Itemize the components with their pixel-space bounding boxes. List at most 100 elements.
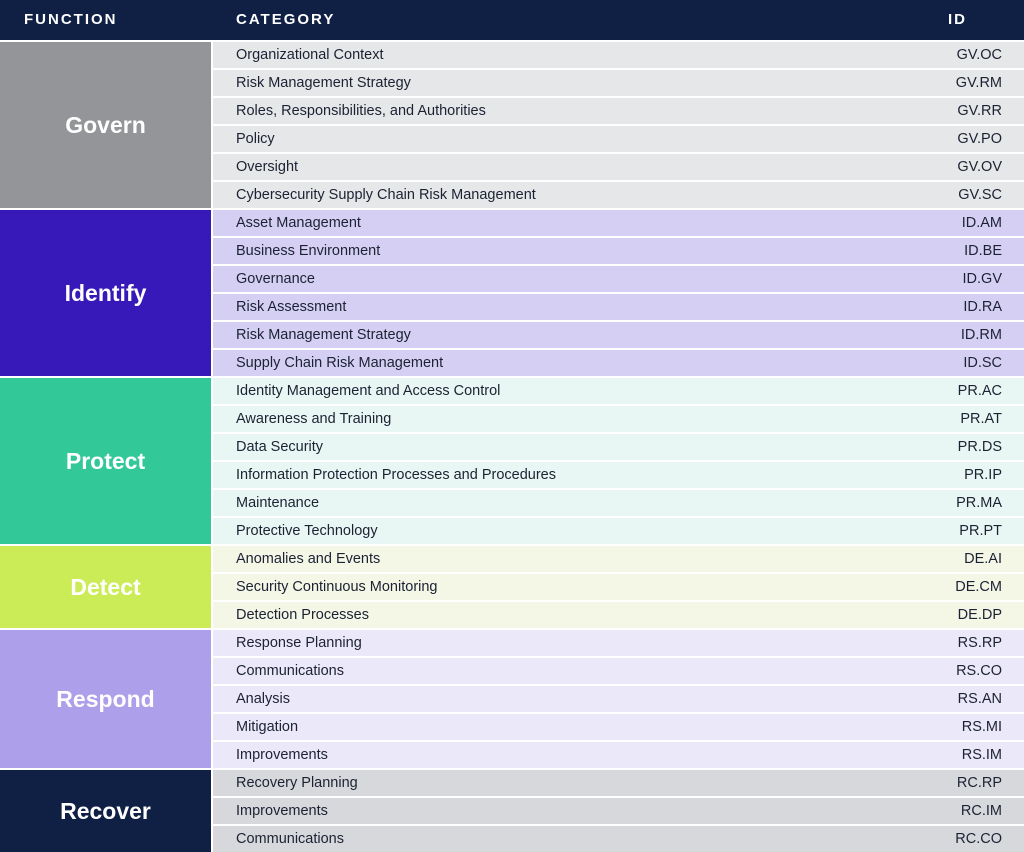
table-row: Communications RS.CO [213,658,1024,684]
function-label: Govern [0,42,211,208]
table-row: Maintenance PR.MA [213,490,1024,516]
function-label: Identify [0,210,211,376]
category-rows: Organizational Context GV.OC Risk Manageme… [213,42,1024,208]
table-row: Protective Technology PR.PT [213,518,1024,544]
category-id: PR.IP [964,467,1002,483]
function-group-recover: Recover Recovery Planning RC.RP Improvement… [0,770,1024,852]
category-id: PR.PT [959,523,1002,539]
table-row: Oversight GV.OV [213,154,1024,180]
category-name: Identity Management and Access Control [236,383,501,399]
category-id: GV.OV [957,159,1002,175]
category-id: RS.RP [957,635,1002,651]
category-id: GV.RR [957,103,1002,119]
category-name: Risk Assessment [236,299,347,315]
category-id: ID.GV [962,271,1002,287]
category-id: PR.MA [956,495,1002,511]
category-id: ID.AM [961,215,1002,231]
table-row: Analysis RS.AN [213,686,1024,712]
table-row: Mitigation RS.MI [213,714,1024,740]
category-name: Analysis [236,691,290,707]
category-name: Recovery Planning [236,775,358,791]
function-label: Recover [0,770,211,852]
category-id: RC.CO [955,831,1002,847]
table-row: Supply Chain Risk Management ID.SC [213,350,1024,376]
table-row: Business Environment ID.BE [213,238,1024,264]
category-id: PR.DS [957,439,1002,455]
category-name: Improvements [236,803,328,819]
category-name: Awareness and Training [236,411,392,427]
category-rows: Recovery Planning RC.RP Improvements RC.IM C… [213,770,1024,852]
table-row: Asset Management ID.AM [213,210,1024,236]
category-rows: Asset Management ID.AM Business Environmen… [213,210,1024,376]
category-id: GV.PO [957,131,1002,147]
category-id: PR.AT [960,411,1002,427]
category-name: Information Protection Processes and Pro… [236,467,556,483]
category-id: DE.AI [964,551,1002,567]
table-row: Organizational Context GV.OC [213,42,1024,68]
category-id: GV.SC [958,187,1002,203]
category-name: Supply Chain Risk Management [236,355,444,371]
function-group-govern: Govern Organizational Context GV.OC Risk Ma… [0,42,1024,208]
category-id: ID.RM [960,327,1002,343]
header-function: FUNCTION [24,11,118,28]
table-row: Information Protection Processes and Pro… [213,462,1024,488]
category-name: Anomalies and Events [236,551,381,567]
category-name: Security Continuous Monitoring [236,579,438,595]
category-rows: Identity Management and Access Control PR… [213,378,1024,544]
table-row: Cybersecurity Supply Chain Risk Manageme… [213,182,1024,208]
category-name: Data Security [236,439,324,455]
category-name: Maintenance [236,495,320,511]
category-id: DE.CM [955,579,1002,595]
category-rows: Anomalies and Events DE.AI Security Contin… [213,546,1024,628]
function-label: Protect [0,378,211,544]
table-row: Communications RC.CO [213,826,1024,852]
table-row: Policy GV.PO [213,126,1024,152]
category-id: ID.BE [964,243,1002,259]
category-id: RC.IM [960,803,1002,819]
category-id: RS.CO [956,663,1002,679]
category-name: Governance [236,271,315,287]
category-name: Oversight [236,159,299,175]
category-id: RS.AN [957,691,1002,707]
table-row: Roles, Responsibilities, and Authorities… [213,98,1024,124]
function-group-respond: Respond Response Planning RS.RP Communicati… [0,630,1024,768]
table-row: Detection Processes DE.DP [213,602,1024,628]
category-name: Organizational Context [236,47,384,63]
category-id: RS.IM [961,747,1002,763]
category-name: Business Environment [236,243,381,259]
category-name: Mitigation [236,719,299,735]
table-row: Risk Management Strategy ID.RM [213,322,1024,348]
function-group-detect: Detect Anomalies and Events DE.AI Security … [0,546,1024,628]
category-name: Risk Management Strategy [236,75,411,91]
category-id: ID.SC [963,355,1002,371]
category-name: Improvements [236,747,328,763]
category-name: Roles, Responsibilities, and Authorities [236,103,486,119]
category-id: DE.DP [957,607,1002,623]
category-name: Cybersecurity Supply Chain Risk Manageme… [236,187,536,203]
category-id: PR.AC [957,383,1002,399]
table-row: Risk Management Strategy GV.RM [213,70,1024,96]
function-label: Respond [0,630,211,768]
category-name: Protective Technology [236,523,378,539]
category-id: GV.OC [956,47,1002,63]
table-row: Identity Management and Access Control PR… [213,378,1024,404]
category-rows: Response Planning RS.RP Communications RS.C… [213,630,1024,768]
function-label: Detect [0,546,211,628]
function-group-protect: Protect Identity Management and Access Co… [0,378,1024,544]
category-id: RC.RP [956,775,1002,791]
category-name: Communications [236,831,344,847]
category-id: RS.MI [961,719,1002,735]
category-name: Detection Processes [236,607,369,623]
table-row: Awareness and Training PR.AT [213,406,1024,432]
table-row: Anomalies and Events DE.AI [213,546,1024,572]
category-name: Response Planning [236,635,362,651]
table-row: Data Security PR.DS [213,434,1024,460]
table-header: FUNCTION CATEGORY ID [0,0,1024,40]
header-id: ID [948,11,967,28]
table-row: Improvements RS.IM [213,742,1024,768]
category-id: GV.RM [955,75,1002,91]
category-id: ID.RA [963,299,1002,315]
category-name: Asset Management [236,215,361,231]
function-group-identify: Identify Asset Management ID.AM Business En… [0,210,1024,376]
